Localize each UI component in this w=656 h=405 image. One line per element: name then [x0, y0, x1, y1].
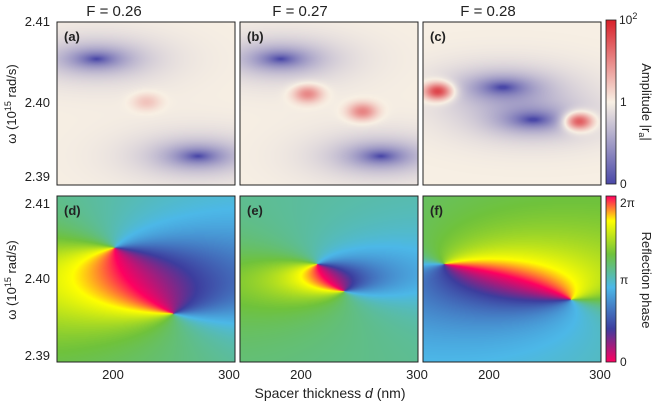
phase-cbar-tick-bottom: 0: [620, 355, 627, 369]
phase-map-d: [57, 196, 235, 362]
amplitude-map-a: [57, 22, 235, 185]
x-axis-label: Spacer thickness d (nm): [255, 385, 406, 401]
x-tick-e-300: 300: [406, 367, 428, 382]
amp-cbar-tick-bottom: 0: [620, 177, 627, 191]
phase-map-f: [423, 196, 601, 362]
phase-map-e: [240, 196, 418, 362]
phase-cbar-tick-top: 2π: [620, 196, 635, 210]
panel-title-a: F = 0.26: [86, 3, 141, 20]
panel-label-b: (b): [247, 29, 264, 44]
panel-label-d: (d): [64, 203, 81, 218]
x-tick-d-200: 200: [102, 367, 124, 382]
panel-e: (e): [239, 195, 419, 363]
y-tick-top-2-40: 2.40: [25, 95, 50, 110]
panel-label-c: (c): [430, 29, 446, 44]
panel-label-f: (f): [430, 203, 443, 218]
phase-cbar-label: Reflection phase: [639, 232, 654, 329]
y-axis-label-top: ω (1015 rad/s): [3, 64, 19, 143]
x-tick-f-200: 200: [478, 367, 500, 382]
y-axis-label-bottom: ω (1015 rad/s): [3, 240, 19, 319]
panel-a: (a): [56, 21, 236, 186]
amplitude-map-c: [423, 22, 601, 185]
x-tick-d-300: 300: [218, 367, 240, 382]
amplitude-map-b: [240, 22, 418, 185]
x-tick-f-300: 300: [589, 367, 611, 382]
panel-label-a: (a): [64, 29, 80, 44]
phase-cbar-tick-mid: π: [620, 273, 628, 287]
panel-title-c: F = 0.28: [460, 3, 515, 20]
panel-label-e: (e): [247, 203, 263, 218]
phase-colorbar: 2π π 0 Reflection phase: [605, 195, 654, 369]
panel-f: (f): [422, 195, 602, 363]
y-tick-bottom-2-41: 2.41: [25, 196, 50, 211]
x-tick-e-200: 200: [290, 367, 312, 382]
panel-c: (c): [422, 21, 602, 186]
panel-b: (b): [239, 21, 419, 186]
panel-title-b: F = 0.27: [272, 3, 327, 20]
y-tick-bottom-2-40: 2.40: [25, 271, 50, 286]
amp-cbar-tick-top: 102: [619, 11, 637, 27]
panel-d: (d): [56, 195, 236, 363]
y-tick-top-2-39: 2.39: [25, 169, 50, 184]
amplitude-colorbar: 102 1 0 Amplitude |ra|: [605, 11, 654, 191]
y-tick-bottom-2-39: 2.39: [25, 348, 50, 363]
amp-cbar-tick-mid: 1: [620, 95, 627, 109]
amp-cbar-label: Amplitude |ra|: [637, 63, 654, 141]
y-tick-top-2-41: 2.41: [25, 14, 50, 29]
